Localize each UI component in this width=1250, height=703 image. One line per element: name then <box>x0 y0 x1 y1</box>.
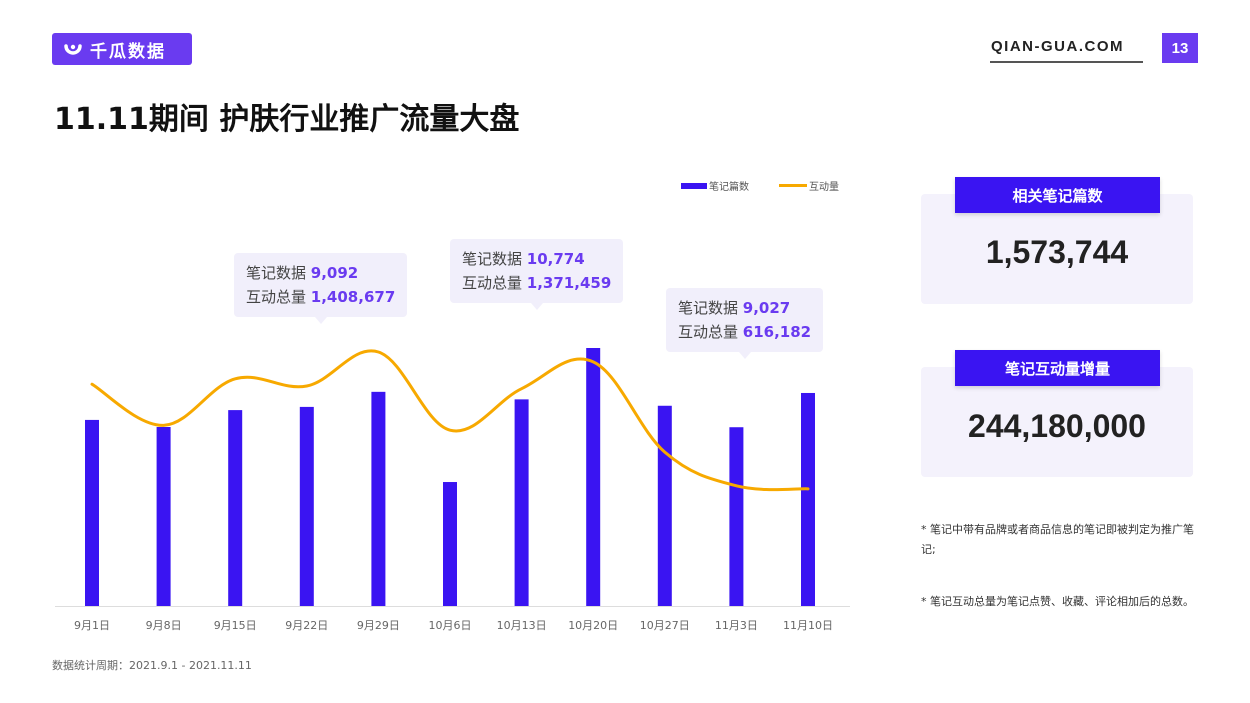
x-tick-label: 10月13日 <box>497 619 547 632</box>
bar <box>586 348 601 606</box>
x-tick-label: 11月10日 <box>783 619 833 632</box>
bar <box>299 406 314 606</box>
tooltip-value: 9,027 <box>742 299 791 317</box>
tooltip-label: 互动总量 <box>246 288 307 306</box>
legend-bar-label: 笔记篇数 <box>709 182 749 193</box>
annotation-tooltip: 笔记数据 10,774 互动总量 1,371,459 <box>450 239 624 310</box>
x-tick-label: 9月1日 <box>74 619 110 632</box>
chart: 9月1日 9月8日 9月15日 9月22日 9月29日 10月6日 10月13日 10月20日… <box>55 348 850 632</box>
bar <box>443 482 457 606</box>
tooltip-label: 互动总量 <box>678 323 739 341</box>
bar <box>729 427 744 606</box>
site-url[interactable]: QIAN-GUA.COM <box>991 38 1124 55</box>
stat-card-notes-label: 相关笔记篇数 <box>955 177 1160 213</box>
x-tick-label: 10月27日 <box>640 619 690 632</box>
legend-line: 互动量 <box>779 178 839 193</box>
qiangua-logo-icon <box>64 44 82 55</box>
brand-logo[interactable]: 千瓜数据 <box>52 33 192 65</box>
note-interaction-definition: * 笔记互动总量为笔记点赞、收藏、评论相加后的总数。 <box>921 595 1194 608</box>
page-title: 11.11期间 护肤行业推广流量大盘 <box>54 102 520 137</box>
legend-line-label: 互动量 <box>809 182 839 193</box>
bar <box>801 392 815 606</box>
tooltip-value: 1,408,677 <box>310 288 396 306</box>
page-number: 13 <box>1162 33 1198 63</box>
bar <box>371 391 386 606</box>
note-promotion-definition: * 笔记中带有品牌或者商品信息的笔记即被判定为推广笔记; <box>921 523 1194 556</box>
x-tick-label: 11月3日 <box>715 619 758 632</box>
legend-bars: 笔记篇数 <box>681 178 749 193</box>
tooltip-value: 10,774 <box>526 250 585 268</box>
bar <box>156 426 171 606</box>
x-tick-label: 10月6日 <box>429 619 472 632</box>
tooltip-label: 笔记数据 <box>462 250 523 268</box>
tooltip-label: 笔记数据 <box>246 264 307 282</box>
line-series <box>90 349 810 492</box>
bar <box>85 419 99 606</box>
tooltip-value: 616,182 <box>742 323 812 341</box>
tooltip-label: 互动总量 <box>462 274 523 292</box>
tooltip-label: 笔记数据 <box>678 299 739 317</box>
site-underline <box>990 61 1143 63</box>
annotation-tooltip: 笔记数据 9,092 互动总量 1,408,677 <box>234 253 408 324</box>
legend-bar-swatch <box>681 182 707 189</box>
tooltip-value: 1,371,459 <box>526 274 612 292</box>
x-tick-label: 9月8日 <box>146 619 182 632</box>
bar <box>657 405 672 606</box>
bar <box>514 399 529 606</box>
bar <box>228 410 243 606</box>
tooltip-value: 9,092 <box>310 264 359 282</box>
logo-text: 千瓜数据 <box>90 41 166 62</box>
x-tick-label: 9月15日 <box>214 619 257 632</box>
x-tick-label: 9月29日 <box>357 619 400 632</box>
annotation-tooltip: 笔记数据 9,027 互动总量 616,182 <box>666 288 824 359</box>
stat-card-interactions-label: 笔记互动量增量 <box>955 350 1160 386</box>
x-tick-label: 9月22日 <box>285 619 328 632</box>
x-tick-label: 10月20日 <box>568 619 618 632</box>
stat-card-interactions-value: 244,180,000 <box>968 408 1146 444</box>
data-period: 数据统计周期：2021.9.1 - 2021.11.11 <box>52 659 252 672</box>
stat-card-notes-value: 1,573,744 <box>985 234 1129 270</box>
legend-line-swatch <box>779 184 807 187</box>
